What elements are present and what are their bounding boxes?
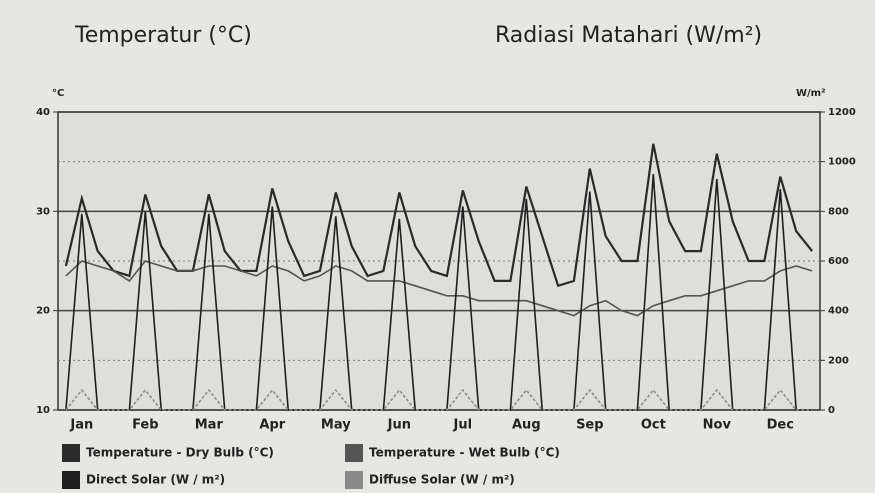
x-tick-label: May: [321, 418, 351, 433]
x-tick-label: Mar: [195, 418, 224, 433]
y2-tick-label: 200: [828, 355, 849, 366]
legend-swatch: [345, 471, 363, 489]
y2-tick-label: 800: [828, 206, 849, 217]
y2-tick-label: 0: [828, 405, 835, 416]
legend-swatch: [62, 471, 80, 489]
legend-label: Diffuse Solar (W / m²): [369, 473, 515, 487]
x-tick-label: Aug: [512, 418, 541, 433]
y2-tick-label: 1000: [828, 157, 856, 168]
legend-swatch: [345, 444, 363, 462]
y-tick-label: 20: [36, 306, 50, 317]
y2-tick-label: 600: [828, 256, 849, 267]
x-tick-label: Dec: [767, 418, 794, 433]
legend-label: Direct Solar (W / m²): [86, 473, 225, 487]
legend-swatch: [62, 444, 80, 462]
series-line: [65, 260, 813, 317]
x-tick-label: Jul: [453, 418, 473, 433]
x-tick-label: Jan: [69, 418, 93, 433]
x-tick-label: Feb: [132, 418, 158, 433]
y2-unit: W/m²: [796, 88, 825, 99]
legend-label: Temperature - Dry Bulb (°C): [86, 446, 274, 460]
y2-tick-label: 1200: [828, 107, 856, 118]
x-tick-label: Jun: [387, 418, 411, 433]
chart-title: Temperatur (°C): [74, 23, 252, 48]
y-tick-label: 10: [36, 405, 50, 416]
y-tick-label: 30: [36, 206, 50, 217]
x-tick-label: Sep: [576, 418, 604, 433]
y2-tick-label: 400: [828, 306, 849, 317]
y-tick-label: 40: [36, 107, 50, 118]
legend-label: Temperature - Wet Bulb (°C): [369, 446, 560, 460]
x-tick-label: Apr: [259, 418, 285, 433]
chart-title-right: Radiasi Matahari (W/m²): [495, 23, 762, 48]
x-tick-label: Nov: [703, 418, 732, 433]
series-line: [65, 388, 813, 411]
y-unit: °C: [52, 88, 64, 99]
x-tick-label: Oct: [641, 418, 666, 433]
